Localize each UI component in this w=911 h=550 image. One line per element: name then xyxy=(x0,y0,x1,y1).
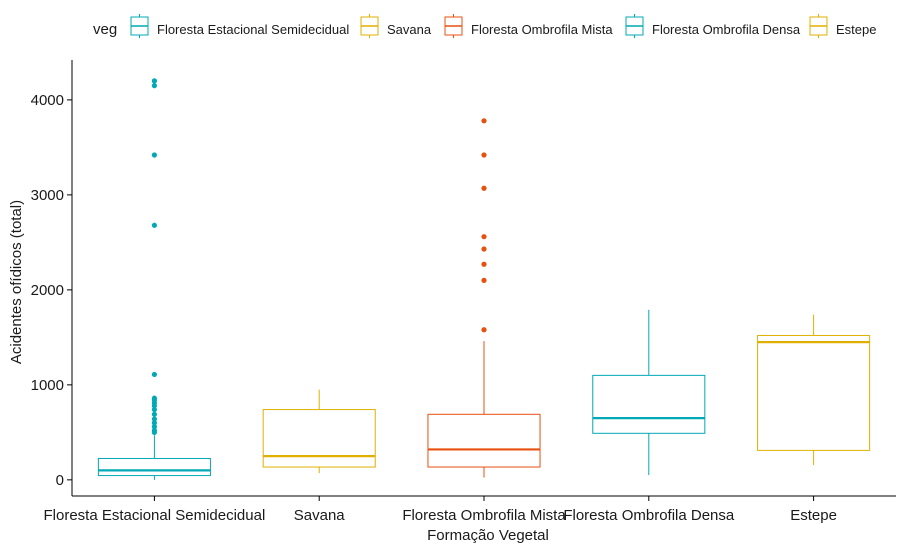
outlier-point xyxy=(481,185,487,191)
box xyxy=(592,374,706,434)
x-tick-label: Floresta Estacional Semidecidual xyxy=(44,507,266,524)
y-axis-title: Acidentes ofídicos (total) xyxy=(8,200,25,364)
x-axis-title: Formação Vegetal xyxy=(427,527,549,544)
x-tick-label: Floresta Ombrofila Mista xyxy=(402,507,566,524)
legend-label: Savana xyxy=(387,22,432,37)
y-tick-label: 3000 xyxy=(31,187,64,204)
outlier-point xyxy=(151,152,157,158)
legend-item: Floresta Ombrofila Densa xyxy=(625,14,801,38)
legend-label: Estepe xyxy=(836,22,876,37)
y-axis: 0 1000 2000 3000 4000 xyxy=(31,60,73,496)
outlier-point xyxy=(481,118,487,124)
y-tick-label: 2000 xyxy=(31,282,64,299)
y-tick-label: 1000 xyxy=(31,377,64,394)
outlier-point xyxy=(151,78,157,84)
box-group xyxy=(757,314,871,466)
outlier-point xyxy=(151,83,157,89)
box xyxy=(97,457,211,477)
outlier-point xyxy=(151,411,157,417)
box xyxy=(427,413,541,468)
box-group xyxy=(97,78,211,480)
outlier-point xyxy=(481,327,487,333)
outlier-point xyxy=(481,246,487,252)
outlier-point xyxy=(481,261,487,267)
outlier-point xyxy=(151,222,157,228)
box-group xyxy=(262,389,376,474)
outlier-point xyxy=(151,424,157,430)
outlier-point xyxy=(151,406,157,413)
outlier-point xyxy=(151,427,157,434)
legend-title: veg xyxy=(93,21,117,38)
outlier-point xyxy=(481,277,487,283)
x-tick-label: Savana xyxy=(294,507,346,524)
outlier-point xyxy=(151,416,157,422)
legend-label: Floresta Ombrofila Mista xyxy=(471,22,613,37)
box xyxy=(262,409,376,468)
legend-item: Floresta Ombrofila Mista xyxy=(444,14,613,38)
outlier-point xyxy=(481,152,487,158)
legend-item: Floresta Estacional Semidecidual xyxy=(130,14,349,38)
legend-item: Savana xyxy=(360,14,432,38)
x-tick-label: Floresta Ombrofila Densa xyxy=(563,507,735,524)
outlier-point xyxy=(151,395,157,401)
box xyxy=(757,334,871,451)
outlier-point xyxy=(481,234,487,240)
x-axis: Floresta Estacional Semidecidual Savana Fl… xyxy=(44,495,896,524)
box-group xyxy=(592,309,706,476)
box-group xyxy=(427,118,541,478)
legend: veg Floresta Estacional Semidecidual Sava… xyxy=(93,14,876,38)
plot-area xyxy=(97,78,871,480)
legend-label: Floresta Ombrofila Densa xyxy=(652,22,801,37)
x-tick-label: Estepe xyxy=(790,507,837,524)
legend-label: Floresta Estacional Semidecidual xyxy=(157,22,349,37)
outlier-point xyxy=(151,371,157,378)
legend-item: Estepe xyxy=(809,14,876,38)
y-tick-label: 0 xyxy=(56,472,64,489)
y-tick-label: 4000 xyxy=(31,92,64,109)
outlier-point xyxy=(151,420,157,426)
